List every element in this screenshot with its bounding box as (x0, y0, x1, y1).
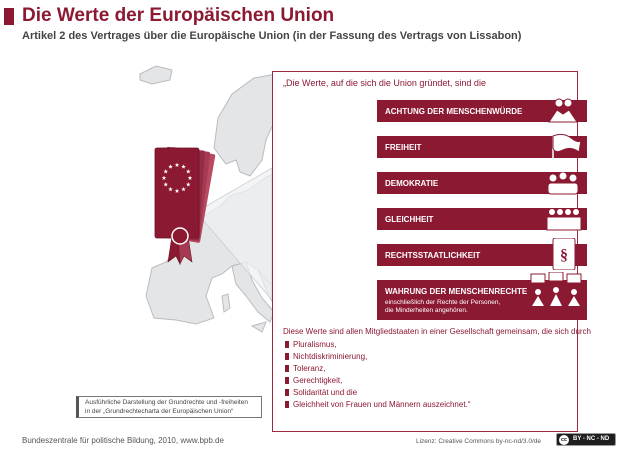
value-sublabel: einschließlich der Rechte der Personen, (385, 299, 501, 306)
voting-crowd-icon (547, 167, 579, 195)
page-title: Die Werte der Europäischen Union (22, 5, 335, 26)
bullet-icon (285, 377, 289, 384)
eu-star-icon (161, 175, 167, 180)
value-label: ACHTUNG DER MENSCHENWÜRDE (385, 107, 523, 116)
protest-signs-icon (530, 272, 582, 306)
cc-badge-label: BY - NC - ND (573, 436, 610, 442)
bullet-icon (285, 401, 289, 408)
eu-star-icon (174, 162, 180, 167)
list-item: Toleranz, (285, 363, 470, 375)
value-label: DEMOKRATIE (385, 179, 439, 188)
value-label: WAHRUNG DER MENSCHENRECHTE (385, 287, 528, 296)
charta-note: Ausführliche Darstellung der Grundrechte… (76, 396, 262, 418)
bullet-icon (285, 365, 289, 372)
eu-star-icon (185, 182, 191, 187)
eu-star-icon (163, 182, 169, 187)
eu-star-icon (163, 169, 169, 174)
eu-star-icon (181, 164, 186, 169)
commitment-intro: Diese Werte sind allen Mitgliedstaaten i… (283, 327, 592, 336)
eu-star-icon (174, 188, 180, 193)
quote-intro: „Die Werte, auf die sich die Union gründ… (283, 78, 486, 88)
list-item: Gleichheit von Frauen und Männern auszei… (285, 399, 470, 411)
equal-people-icon (546, 209, 582, 231)
value-bar-rule-of-law: RECHTSSTAATLICHKEIT § (377, 238, 587, 270)
list-item: Gerechtigkeit, (285, 375, 470, 387)
value-bar-human-dignity: ACHTUNG DER MENSCHENWÜRDE (377, 98, 587, 123)
value-bar-human-rights: WAHRUNG DER MENSCHENRECHTE einschließlic… (377, 272, 587, 320)
list-item: Nichtdiskriminierung, (285, 351, 470, 363)
law-book-icon: § (552, 238, 576, 270)
eu-star-icon (181, 186, 186, 192)
bullet-icon (285, 389, 289, 396)
footer-license: Lizenz: Creative Commons by-nc-nd/3.0/de (416, 438, 542, 445)
value-bar-freedom: FREIHEIT (377, 133, 587, 160)
value-label: RECHTSSTAATLICHKEIT (385, 251, 481, 260)
title-marker (4, 8, 14, 25)
page-subtitle: Artikel 2 des Vertrages über die Europäi… (22, 30, 522, 42)
helping-hands-icon (548, 98, 578, 123)
eu-treaty-document (154, 146, 216, 266)
value-bar-equality: GLEICHHEIT (377, 208, 587, 231)
eu-star-icon (168, 186, 173, 192)
list-item: Pluralismus, (285, 339, 470, 351)
waving-flag-icon (552, 133, 582, 160)
principles-list: Pluralismus, Nichtdiskriminierung, Toler… (285, 339, 470, 411)
charta-note-line: Ausführliche Darstellung der Grundrechte… (85, 399, 248, 406)
map-sardinia (221, 293, 231, 313)
charta-note-line: in der „Grundrechtecharta der Europäisch… (85, 408, 234, 415)
list-item: Solidarität und die (285, 387, 470, 399)
svg-text:§: § (560, 247, 568, 264)
cc-license-badge[interactable]: cc BY - NC - ND (556, 433, 616, 446)
bullet-icon (285, 353, 289, 360)
eu-star-icon (187, 175, 193, 180)
value-label: GLEICHHEIT (385, 215, 434, 224)
value-label: FREIHEIT (385, 143, 422, 152)
cc-icon: cc (559, 435, 569, 445)
eu-stars-circle (161, 162, 193, 193)
eu-star-icon (168, 164, 173, 169)
seal-icon (171, 227, 189, 245)
map-sicily (250, 321, 267, 333)
value-bar-democracy: DEMOKRATIE (377, 167, 587, 195)
map-iceland (139, 65, 173, 85)
value-sublabel: die Minderheiten angehören. (385, 307, 468, 314)
eu-star-icon (185, 169, 191, 174)
footer-source: Bundeszentrale für politische Bildung, 2… (22, 436, 224, 445)
bullet-icon (285, 341, 289, 348)
